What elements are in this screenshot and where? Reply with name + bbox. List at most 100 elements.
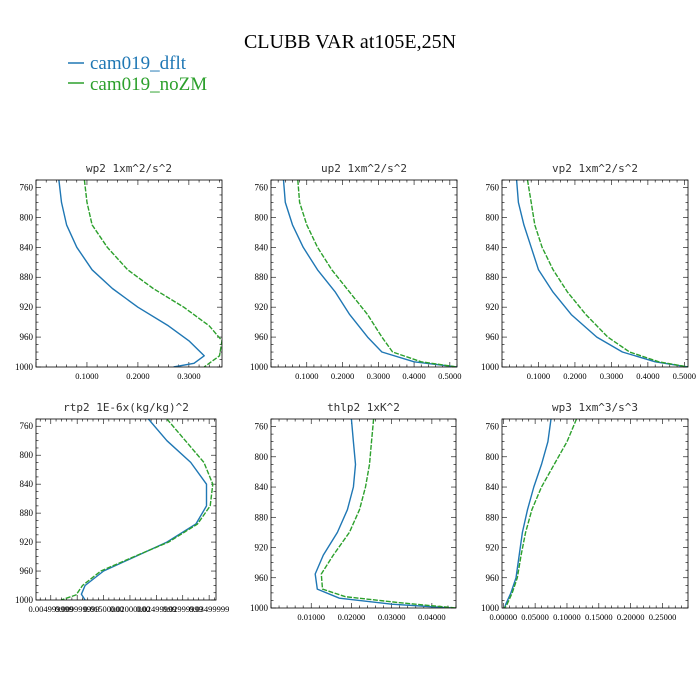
ytick-label: 920 bbox=[255, 302, 269, 312]
panel-title-2: vp2 1xm^2/s^2 bbox=[552, 162, 638, 175]
ytick-label: 760 bbox=[486, 422, 500, 432]
panel-5: wp3 1xm^3/s^3 760 800 840 880 920 960 10000.000… bbox=[481, 401, 689, 622]
xtick-label: 0.5000 bbox=[673, 371, 696, 381]
panel-frame bbox=[35, 179, 223, 368]
panel-title-1: up2 1xm^2/s^2 bbox=[321, 162, 407, 175]
ytick-label: 760 bbox=[20, 421, 34, 431]
xtick-label: 0.3000 bbox=[367, 371, 390, 381]
xtick-label: 0.03499999 bbox=[189, 604, 229, 614]
xtick-label: 0.02000 bbox=[338, 612, 366, 622]
ytick-label: 880 bbox=[20, 508, 34, 518]
xtick-label: 0.04000 bbox=[418, 612, 446, 622]
series-line-0 bbox=[282, 180, 457, 367]
ytick-label: 840 bbox=[255, 482, 269, 492]
xtick-label: 0.4000 bbox=[402, 371, 425, 381]
legend: cam019_dflt cam019_noZM bbox=[68, 53, 207, 95]
ytick-label: 800 bbox=[486, 452, 500, 462]
xtick-label: 0.2000 bbox=[331, 371, 354, 381]
xtick-label: 0.25000 bbox=[649, 612, 677, 622]
ytick-label: 960 bbox=[20, 332, 34, 342]
series-line-1 bbox=[526, 180, 688, 367]
xtick-label: 0.009999999 bbox=[55, 604, 100, 614]
panel-4: thlp2 1xK^2 760 800 840 880 920 960 1000 0.01000… bbox=[250, 401, 457, 622]
ytick-label: 800 bbox=[486, 212, 500, 222]
ytick-label: 960 bbox=[255, 573, 269, 583]
panel-title-5: wp3 1xm^3/s^3 bbox=[552, 401, 638, 414]
ytick-label: 760 bbox=[255, 182, 269, 192]
ytick-label: 1000 bbox=[15, 362, 34, 372]
series-line-1 bbox=[320, 419, 456, 608]
xtick-label: 0.3000 bbox=[177, 371, 200, 381]
panel-frame bbox=[270, 179, 458, 368]
series-line-1 bbox=[61, 419, 214, 600]
xtick-label: 0.2000 bbox=[563, 371, 586, 381]
series-line-0 bbox=[515, 180, 688, 367]
series-line-0 bbox=[314, 419, 453, 608]
ytick-label: 880 bbox=[20, 272, 34, 282]
panels: wp2 1xm^2/s^2 760 800 840 880 920 960 1000 0.100… bbox=[15, 162, 696, 622]
ytick-label: 800 bbox=[20, 450, 34, 460]
series-line-1 bbox=[503, 419, 578, 608]
ytick-label: 840 bbox=[20, 242, 34, 252]
ytick-label: 760 bbox=[486, 182, 500, 192]
panel-frame bbox=[35, 418, 217, 601]
ytick-label: 800 bbox=[20, 212, 34, 222]
series-line-1 bbox=[297, 180, 457, 367]
xtick-label: 0.15000 bbox=[585, 612, 613, 622]
ytick-label: 960 bbox=[20, 566, 34, 576]
panel-2: vp2 1xm^2/s^2 760 800 840 880 920 960 1000 0.100… bbox=[481, 162, 696, 381]
ytick-label: 1000 bbox=[15, 595, 34, 605]
ytick-label: 840 bbox=[486, 242, 500, 252]
xtick-label: 0.02999999 bbox=[163, 604, 203, 614]
xtick-label: 0.20000 bbox=[617, 612, 645, 622]
figure-title: CLUBB VAR at105E,25N bbox=[244, 31, 456, 53]
panel-title-3: rtp2 1E-6x(kg/kg)^2 bbox=[63, 401, 189, 414]
ytick-label: 1000 bbox=[250, 362, 269, 372]
xtick-label: 0.02000000 bbox=[110, 604, 150, 614]
xtick-label: 0.1000 bbox=[295, 371, 318, 381]
xtick-label: 0.05000 bbox=[521, 612, 549, 622]
xtick-label: 0.00000 bbox=[489, 612, 517, 622]
xtick-label: 0.1000 bbox=[527, 371, 550, 381]
panel-0: wp2 1xm^2/s^2 760 800 840 880 920 960 1000 0.100… bbox=[15, 162, 223, 381]
ytick-label: 920 bbox=[486, 302, 500, 312]
xtick-label: 0.01000 bbox=[297, 612, 325, 622]
panel-frame bbox=[501, 418, 689, 609]
ytick-label: 920 bbox=[20, 537, 34, 547]
xtick-label: 0.01500000 bbox=[83, 604, 123, 614]
ytick-label: 840 bbox=[486, 482, 500, 492]
panel-title-4: thlp2 1xK^2 bbox=[327, 401, 400, 414]
ytick-label: 840 bbox=[20, 479, 34, 489]
panel-frame bbox=[501, 179, 689, 368]
ytick-label: 880 bbox=[486, 512, 500, 522]
xtick-label: 0.4000 bbox=[636, 371, 659, 381]
xtick-label: 0.03000 bbox=[378, 612, 406, 622]
ytick-label: 960 bbox=[486, 573, 500, 583]
legend-label-1: cam019_noZM bbox=[90, 74, 207, 95]
ytick-label: 1000 bbox=[481, 362, 500, 372]
series-line-0 bbox=[503, 419, 552, 608]
panel-frame bbox=[270, 418, 457, 609]
legend-label-0: cam019_dflt bbox=[90, 53, 187, 74]
ytick-label: 960 bbox=[255, 332, 269, 342]
xtick-label: 0.2000 bbox=[126, 371, 149, 381]
ytick-label: 760 bbox=[255, 422, 269, 432]
xtick-label: 0.1000 bbox=[75, 371, 98, 381]
ytick-label: 1000 bbox=[250, 603, 269, 613]
ytick-label: 920 bbox=[20, 302, 34, 312]
ytick-label: 800 bbox=[255, 452, 269, 462]
ytick-label: 760 bbox=[20, 182, 34, 192]
xtick-label: 0.3000 bbox=[600, 371, 623, 381]
series-line-0 bbox=[80, 419, 208, 600]
panel-1: up2 1xm^2/s^2 760 800 840 880 920 960 1000 0.100… bbox=[250, 162, 462, 381]
ytick-label: 880 bbox=[255, 272, 269, 282]
ytick-label: 920 bbox=[255, 543, 269, 553]
series-line-1 bbox=[83, 180, 222, 367]
ytick-label: 800 bbox=[255, 212, 269, 222]
xtick-label: 0.004999999 bbox=[28, 604, 73, 614]
xtick-label: 0.5000 bbox=[438, 371, 461, 381]
xtick-label: 0.10000 bbox=[553, 612, 581, 622]
ytick-label: 840 bbox=[255, 242, 269, 252]
ytick-label: 880 bbox=[486, 272, 500, 282]
